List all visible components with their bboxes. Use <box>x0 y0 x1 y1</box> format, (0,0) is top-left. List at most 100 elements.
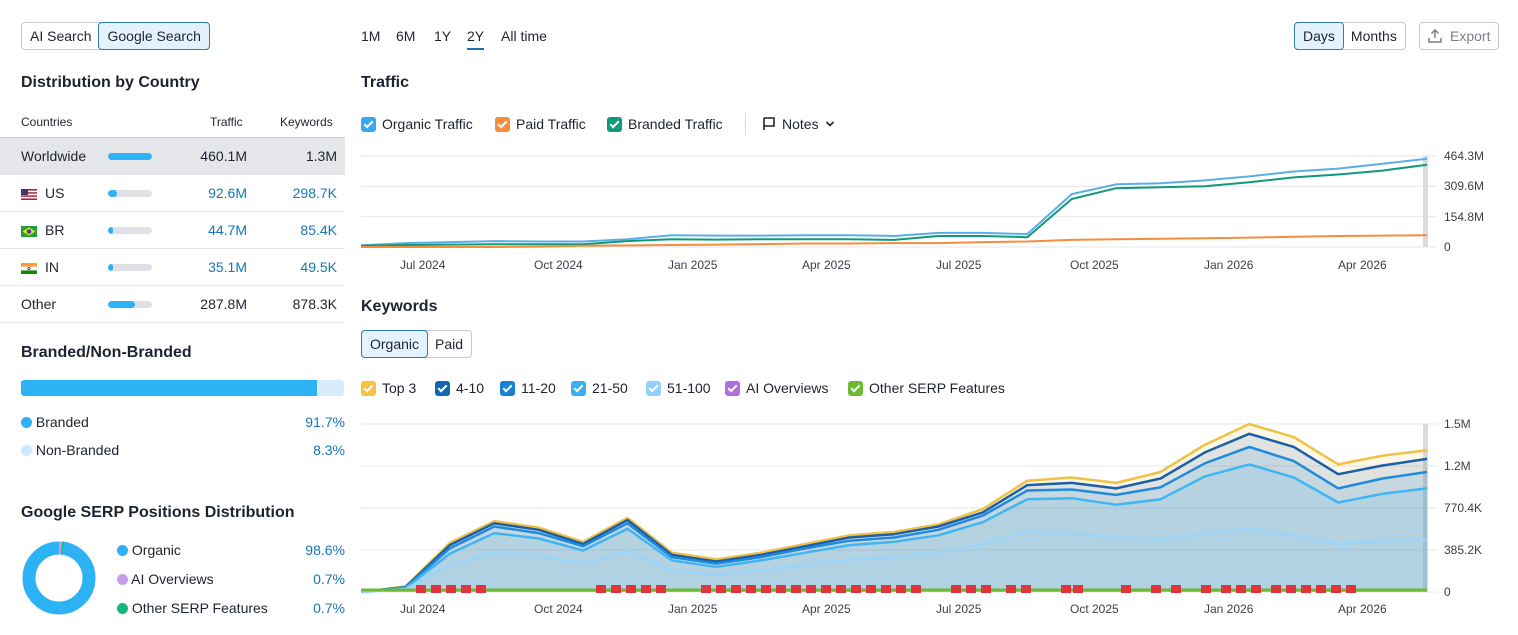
note-flag-marker[interactable] <box>461 585 471 593</box>
period-1y[interactable]: 1Y <box>434 28 452 44</box>
chart-range-handle[interactable] <box>1423 156 1428 247</box>
country-row[interactable]: Worldwide 460.1M 1.3M <box>0 138 345 175</box>
toggle-paid-traffic[interactable]: Paid Traffic <box>495 116 586 132</box>
note-flag-marker[interactable] <box>911 585 921 593</box>
col-traffic[interactable]: Traffic <box>210 115 243 129</box>
note-flag-marker[interactable] <box>761 585 771 593</box>
toggle-label: AI Overviews <box>746 380 829 396</box>
toggle-4-10[interactable]: 4-10 <box>435 380 484 396</box>
note-flag-marker[interactable] <box>1021 585 1031 593</box>
serp-title: Google SERP Positions Distribution <box>21 504 295 521</box>
period-1m[interactable]: 1M <box>361 28 381 44</box>
note-flag-marker[interactable] <box>1346 585 1356 593</box>
x-tick-label: Apr 2025 <box>802 258 851 272</box>
country-keywords-value[interactable]: 49.5K <box>300 259 337 275</box>
tab-google-search[interactable]: Google Search <box>98 22 210 50</box>
toggle-11-20[interactable]: 11-20 <box>500 380 556 396</box>
note-flag-marker[interactable] <box>966 585 976 593</box>
toggle-paid-traffic-label: Paid Traffic <box>516 116 586 132</box>
toggle-21-50[interactable]: 21-50 <box>571 380 628 396</box>
note-flag-marker[interactable] <box>1286 585 1296 593</box>
note-flag-marker[interactable] <box>1121 585 1131 593</box>
note-flag-marker[interactable] <box>1073 585 1083 593</box>
country-row[interactable]: Other 287.8M 878.3K <box>0 286 345 323</box>
tab-organic[interactable]: Organic <box>361 330 429 358</box>
note-flag-marker[interactable] <box>1316 585 1326 593</box>
keywords-chart[interactable] <box>361 420 1438 600</box>
note-flag-marker[interactable] <box>611 585 621 593</box>
note-flag-marker[interactable] <box>1006 585 1016 593</box>
toggle-51-100[interactable]: 51-100 <box>646 380 711 396</box>
x-tick-label: Jan 2026 <box>1204 602 1254 616</box>
note-flag-marker[interactable] <box>1331 585 1341 593</box>
country-row[interactable]: US 92.6M 298.7K <box>0 175 345 212</box>
note-flag-marker[interactable] <box>641 585 651 593</box>
note-flag-marker[interactable] <box>416 585 426 593</box>
branded-legend-nonbranded: Non-Branded 8.3% <box>21 442 345 458</box>
tab-paid[interactable]: Paid <box>435 336 464 352</box>
note-flag-marker[interactable] <box>656 585 666 593</box>
note-flag-marker[interactable] <box>951 585 961 593</box>
note-flag-marker[interactable] <box>446 585 456 593</box>
y-tick-label: 0 <box>1444 585 1451 599</box>
country-keywords-value[interactable]: 298.7K <box>292 185 337 201</box>
note-flag-marker[interactable] <box>981 585 991 593</box>
tab-months[interactable]: Months <box>1350 28 1397 44</box>
series-area <box>361 464 1427 592</box>
branded-legend-branded: Branded 91.7% <box>21 414 345 430</box>
export-button[interactable]: Export <box>1419 22 1500 50</box>
chart-range-handle[interactable] <box>1423 424 1428 592</box>
note-flag-marker[interactable] <box>791 585 801 593</box>
note-flag-marker[interactable] <box>716 585 726 593</box>
country-traffic-value[interactable]: 35.1M <box>208 259 247 275</box>
country-traffic-value[interactable]: 92.6M <box>208 185 247 201</box>
toggle-ai-overviews[interactable]: AI Overviews <box>725 380 828 396</box>
note-flag-marker[interactable] <box>1201 585 1211 593</box>
note-flag-marker[interactable] <box>476 585 486 593</box>
period-2y[interactable]: 2Y <box>467 28 485 50</box>
traffic-chart[interactable] <box>361 152 1438 252</box>
note-flag-marker[interactable] <box>1301 585 1311 593</box>
note-flag-marker[interactable] <box>1061 585 1071 593</box>
note-flag-marker[interactable] <box>626 585 636 593</box>
note-flag-marker[interactable] <box>881 585 891 593</box>
toggle-organic-traffic[interactable]: Organic Traffic <box>361 116 473 132</box>
flag-icon <box>763 117 775 130</box>
period-all-time[interactable]: All time <box>501 28 547 44</box>
note-flag-marker[interactable] <box>596 585 606 593</box>
note-flag-marker[interactable] <box>866 585 876 593</box>
toggle-branded-traffic[interactable]: Branded Traffic <box>607 116 723 132</box>
note-flag-marker[interactable] <box>1171 585 1181 593</box>
br-flag-icon <box>21 226 37 237</box>
note-flag-marker[interactable] <box>701 585 711 593</box>
note-flag-marker[interactable] <box>731 585 741 593</box>
country-keywords-value[interactable]: 85.4K <box>300 222 337 238</box>
note-flag-marker[interactable] <box>1221 585 1231 593</box>
note-flag-marker[interactable] <box>851 585 861 593</box>
us-flag-icon <box>21 189 37 200</box>
note-flag-marker[interactable] <box>431 585 441 593</box>
branded-bar <box>21 380 344 396</box>
country-row[interactable]: IN 35.1M 49.5K <box>0 249 345 286</box>
note-flag-marker[interactable] <box>1236 585 1246 593</box>
note-flag-marker[interactable] <box>1251 585 1261 593</box>
toggle-other-serp-features[interactable]: Other SERP Features <box>848 380 1005 396</box>
note-flag-marker[interactable] <box>746 585 756 593</box>
toggle-organic-traffic-label: Organic Traffic <box>382 116 473 132</box>
note-flag-marker[interactable] <box>1151 585 1161 593</box>
tab-ai-search[interactable]: AI Search <box>30 28 92 44</box>
tab-days[interactable]: Days <box>1294 22 1344 50</box>
note-flag-marker[interactable] <box>776 585 786 593</box>
period-6m[interactable]: 6M <box>396 28 416 44</box>
note-flag-marker[interactable] <box>1271 585 1281 593</box>
note-flag-marker[interactable] <box>836 585 846 593</box>
note-flag-marker[interactable] <box>806 585 816 593</box>
country-row[interactable]: BR 44.7M 85.4K <box>0 212 345 249</box>
notes-dropdown[interactable]: Notes <box>762 116 835 132</box>
country-traffic-value[interactable]: 44.7M <box>208 222 247 238</box>
note-flag-marker[interactable] <box>896 585 906 593</box>
toggle-top-3[interactable]: Top 3 <box>361 380 416 396</box>
nonbranded-value: 8.3% <box>313 442 345 458</box>
note-flag-marker[interactable] <box>821 585 831 593</box>
col-keywords[interactable]: Keywords <box>280 115 333 129</box>
